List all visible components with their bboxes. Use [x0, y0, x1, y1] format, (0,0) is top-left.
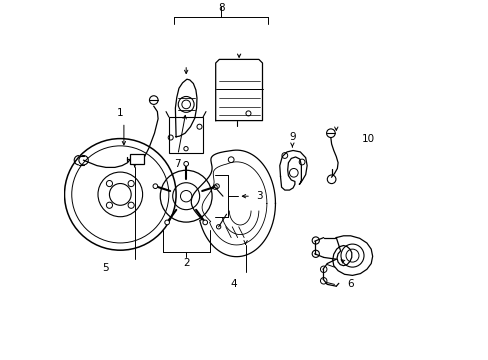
Text: 6: 6: [346, 279, 353, 289]
Circle shape: [183, 162, 188, 166]
Text: 8: 8: [217, 3, 224, 13]
Circle shape: [214, 184, 219, 189]
Circle shape: [164, 220, 169, 225]
Text: 9: 9: [289, 132, 296, 142]
FancyBboxPatch shape: [130, 154, 143, 164]
Text: 4: 4: [230, 279, 237, 289]
Text: 7: 7: [174, 159, 181, 169]
Circle shape: [203, 220, 207, 225]
Text: 10: 10: [362, 134, 374, 144]
FancyBboxPatch shape: [168, 117, 203, 153]
Text: 1: 1: [117, 108, 123, 118]
Text: 2: 2: [183, 258, 189, 268]
Text: 3: 3: [255, 191, 262, 201]
Text: 5: 5: [102, 263, 109, 273]
Circle shape: [153, 184, 157, 189]
